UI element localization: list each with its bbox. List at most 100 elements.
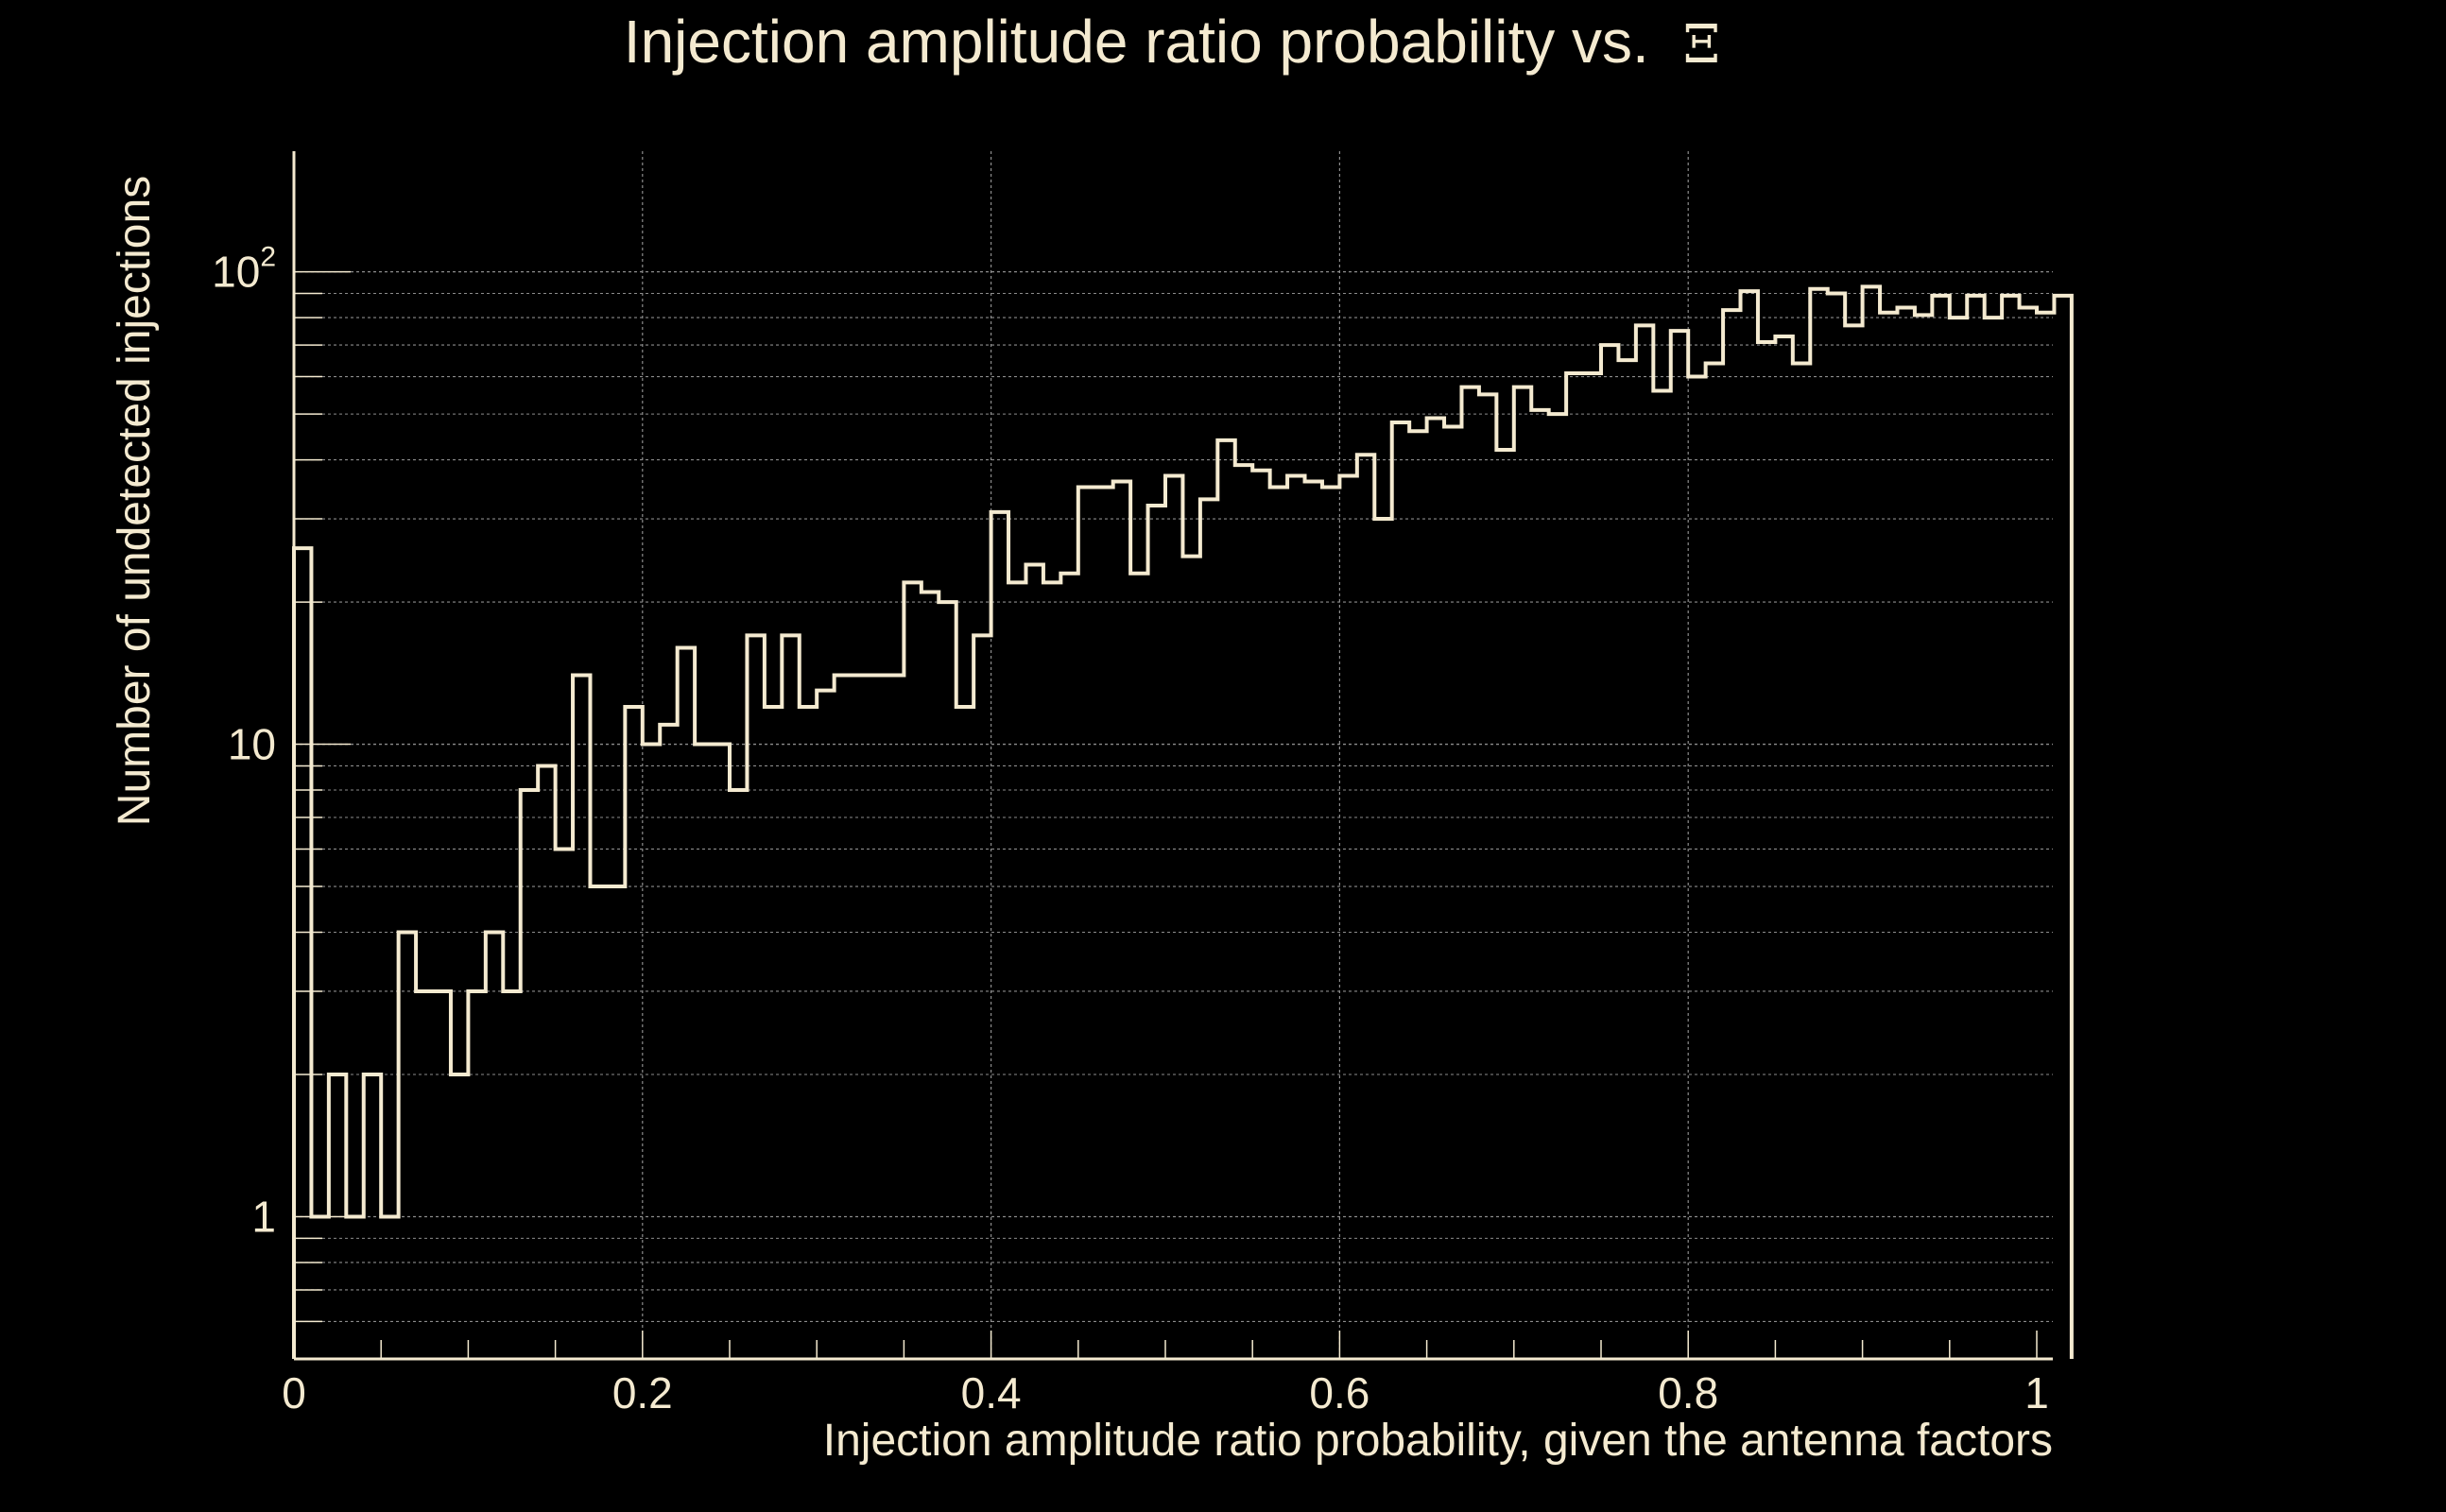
histogram-bin xyxy=(1165,475,1182,1359)
histogram-bin xyxy=(1915,315,1932,1359)
histogram-bin xyxy=(643,745,660,1359)
x-tick-label: 0.6 xyxy=(1309,1368,1369,1418)
histogram-bin xyxy=(1566,373,1583,1359)
y-tick-label-base: 10 xyxy=(212,248,260,297)
histogram-bin xyxy=(1863,286,1880,1359)
histogram-step-line xyxy=(292,284,2074,1359)
y-tick-label-exponent: 2 xyxy=(260,242,276,273)
histogram-bin xyxy=(1653,391,1670,1359)
y-tick-label-base: 1 xyxy=(251,1193,276,1242)
histogram-bin xyxy=(1392,422,1409,1359)
histogram-bin xyxy=(1810,289,1827,1359)
histogram-bin xyxy=(852,676,869,1359)
histogram-bin xyxy=(1357,455,1374,1359)
histogram-bin xyxy=(1741,291,1758,1359)
histogram-bin xyxy=(1270,488,1287,1359)
histogram-bin xyxy=(1200,499,1217,1359)
histogram-bin xyxy=(939,602,956,1359)
histogram-bin xyxy=(1130,574,1147,1359)
histogram-bin xyxy=(1374,519,1391,1359)
histogram-bin xyxy=(329,1074,346,1359)
histogram-bin xyxy=(800,707,817,1359)
histogram-bin xyxy=(1688,377,1705,1359)
x-axis-label: Injection amplitude ratio probability, g… xyxy=(823,1416,2053,1466)
histogram-bin xyxy=(1758,342,1775,1359)
y-axis-label: Number of undetected injections xyxy=(110,176,160,826)
y-tick-label: 1 xyxy=(251,1193,276,1242)
histogram-bin xyxy=(956,707,973,1359)
x-tick-label: 0.4 xyxy=(961,1368,1022,1418)
histogram-bin xyxy=(973,635,990,1359)
histogram-bin xyxy=(1932,296,1949,1359)
histogram-bin xyxy=(1444,427,1461,1359)
histogram-bin xyxy=(1601,345,1618,1359)
histogram-bin xyxy=(1113,481,1130,1359)
y-tick-label: 102 xyxy=(212,242,276,297)
histogram-bin xyxy=(713,745,730,1359)
histogram-series xyxy=(292,284,2074,1359)
histogram-bin xyxy=(1008,582,1025,1359)
histogram-bin xyxy=(521,790,538,1359)
histogram-bin xyxy=(1880,313,1897,1359)
histogram-bin xyxy=(922,592,939,1359)
histogram-bin xyxy=(747,635,764,1359)
chart-title-xi-symbol: Ξ xyxy=(1683,14,1720,76)
grid-lines xyxy=(294,151,2053,1360)
histogram-bin xyxy=(1095,488,1112,1359)
histogram-bin xyxy=(294,548,311,1359)
y-tick-label-base: 10 xyxy=(228,720,276,769)
histogram-bin xyxy=(1339,475,1356,1359)
histogram-bin xyxy=(625,707,642,1359)
x-tick-label: 0.8 xyxy=(1658,1368,1718,1418)
histogram-bin xyxy=(538,765,555,1359)
histogram-bin xyxy=(1793,364,1810,1359)
histogram-bin xyxy=(765,707,782,1359)
histogram-bin xyxy=(556,849,573,1359)
histogram-bin xyxy=(870,676,887,1359)
histogram-bin xyxy=(695,745,712,1359)
histogram-bin xyxy=(1496,450,1513,1359)
histogram-bin xyxy=(991,512,1008,1359)
histogram-bin xyxy=(311,1217,328,1359)
histogram-bin xyxy=(817,691,834,1359)
chart-title: Injection amplitude ratio probability vs… xyxy=(624,8,1720,76)
histogram-bin xyxy=(1706,364,1723,1359)
histogram-bin xyxy=(730,790,747,1359)
histogram-bin xyxy=(1671,331,1688,1359)
histogram-bin xyxy=(678,648,695,1359)
histogram-bin xyxy=(660,725,677,1359)
histogram-bin xyxy=(486,933,503,1359)
histogram-bin xyxy=(1950,318,1967,1359)
histogram-bin xyxy=(1461,387,1478,1359)
histogram-bin xyxy=(416,991,433,1359)
histogram-bin xyxy=(2037,313,2054,1359)
histogram-bin xyxy=(1217,440,1234,1359)
histogram-bin xyxy=(2020,307,2037,1359)
histogram-bin xyxy=(346,1217,363,1359)
histogram-bin xyxy=(468,991,485,1359)
histogram-bin xyxy=(1531,410,1548,1359)
histogram-bin xyxy=(1043,582,1060,1359)
histogram-bin xyxy=(1479,394,1496,1359)
x-tick-label: 0 xyxy=(282,1368,306,1418)
histogram-bin xyxy=(1235,465,1252,1359)
histogram-bin xyxy=(1967,296,1984,1359)
histogram-bin xyxy=(1409,431,1426,1359)
histogram-bin xyxy=(399,933,416,1359)
histogram-bin xyxy=(1287,475,1304,1359)
histogram-bin xyxy=(1427,419,1444,1359)
axis-ticks xyxy=(293,270,2038,1360)
histogram-bin xyxy=(904,582,921,1359)
histogram-bin xyxy=(1775,336,1792,1359)
histogram-bin xyxy=(835,676,852,1359)
histogram-bin xyxy=(1025,564,1042,1359)
histogram-bin xyxy=(1723,310,1740,1359)
x-tick-label: 0.2 xyxy=(612,1368,673,1418)
histogram-bin xyxy=(1636,325,1653,1359)
histogram-bin xyxy=(2002,296,2019,1359)
x-tick-label: 1 xyxy=(2024,1368,2049,1418)
histogram-bin xyxy=(1514,387,1531,1359)
histogram-bin xyxy=(590,886,607,1359)
